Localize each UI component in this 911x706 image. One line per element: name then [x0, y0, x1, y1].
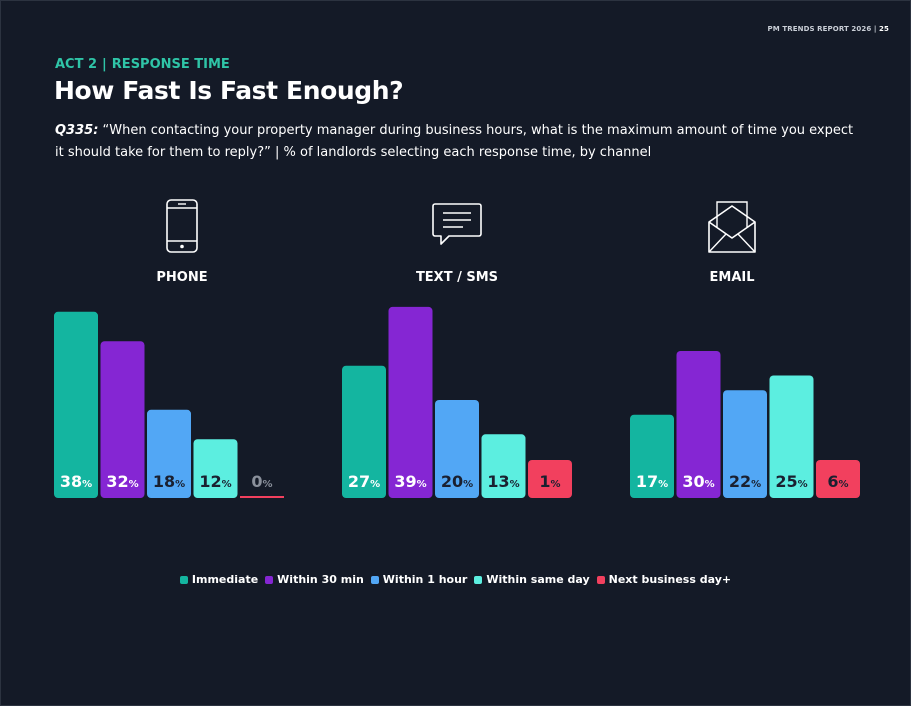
envelope-icon [708, 201, 756, 253]
legend-swatch [474, 575, 483, 584]
report-name: PM TRENDS REPORT 2026 | [767, 25, 877, 33]
legend-swatch [179, 575, 188, 584]
data-label: 6% [827, 472, 848, 491]
question-id: Q335: [55, 123, 99, 138]
message-icon [432, 203, 482, 245]
bar-next-business-day--1 [528, 460, 572, 498]
page-number: 25 [879, 25, 889, 33]
bar-within-same-day-2 [769, 375, 814, 498]
bar-within-30-min-0 [100, 341, 145, 498]
legend-swatch [596, 575, 605, 584]
data-label: 30% [682, 472, 714, 491]
legend-label: Within 1 hour [382, 573, 468, 586]
response-time-chart: 38% 32% 18% 12% 0% 27% 39% 20% 13% 1% 17% 30% 22% 25%… [54, 306, 860, 498]
legend-label: Within same day [486, 573, 590, 586]
data-label: 38% [60, 472, 92, 491]
data-label: 0% [251, 472, 272, 491]
bar-immediate-0 [54, 311, 98, 498]
legend-item: Within 30 min [265, 573, 364, 586]
bar-within-1-hour-0 [147, 409, 191, 498]
legend-swatch [265, 575, 274, 584]
data-label: 39% [394, 472, 426, 491]
report-tag: PM TRENDS REPORT 2026 | 25 [768, 25, 889, 33]
data-label: 1% [539, 472, 560, 491]
data-label: 17% [636, 472, 668, 491]
data-label: 27% [348, 472, 380, 491]
channel-text-sms: TEXT / SMS [377, 196, 537, 285]
legend-item: Immediate [179, 573, 259, 586]
legend-label: Within 30 min [277, 573, 364, 586]
legend-label: Immediate [191, 573, 259, 586]
bar-within-same-day-0 [193, 439, 238, 498]
section-label: RESPONSE TIME [111, 57, 230, 72]
chart-legend: Immediate Within 30 min Within 1 hour Withi… [0, 573, 911, 586]
page-title: How Fast Is Fast Enough? [54, 76, 404, 105]
bar-immediate-2 [630, 414, 674, 498]
data-label: 12% [199, 472, 231, 491]
legend-item: Within same day [474, 573, 590, 586]
channel-label: TEXT / SMS [415, 270, 499, 285]
legend-swatch [370, 575, 379, 584]
data-label: 20% [441, 472, 473, 491]
bar-within-1-hour-2 [723, 390, 767, 498]
section-eyebrow: ACT 2 | RESPONSE TIME [55, 57, 230, 72]
legend-item: Within 1 hour [370, 573, 468, 586]
data-label: 32% [106, 472, 138, 491]
phone-icon [166, 199, 198, 253]
channel-email: EMAIL [652, 196, 812, 285]
bar-within-1-hour-1 [435, 400, 479, 498]
act-label: ACT 2 [55, 57, 98, 72]
channel-label: PHONE [156, 270, 208, 285]
data-label: 18% [153, 472, 185, 491]
legend-item: Next business day+ [596, 573, 732, 586]
data-label: 22% [729, 472, 761, 491]
legend-label: Next business day+ [608, 573, 732, 586]
bar-within-30-min-2 [676, 351, 721, 498]
data-label: 25% [775, 472, 807, 491]
channel-phone: PHONE [102, 196, 262, 285]
data-label: 13% [487, 472, 519, 491]
question-body: “When contacting your property manager d… [55, 123, 854, 160]
eyebrow-divider: | [102, 57, 107, 72]
bar-within-same-day-1 [481, 434, 526, 498]
bar-within-30-min-1 [388, 306, 433, 498]
question-text: Q335: “When contacting your property man… [55, 120, 855, 164]
channel-label: EMAIL [709, 270, 755, 285]
bar-immediate-1 [342, 365, 386, 498]
bar-next-business-day--2 [816, 460, 860, 498]
